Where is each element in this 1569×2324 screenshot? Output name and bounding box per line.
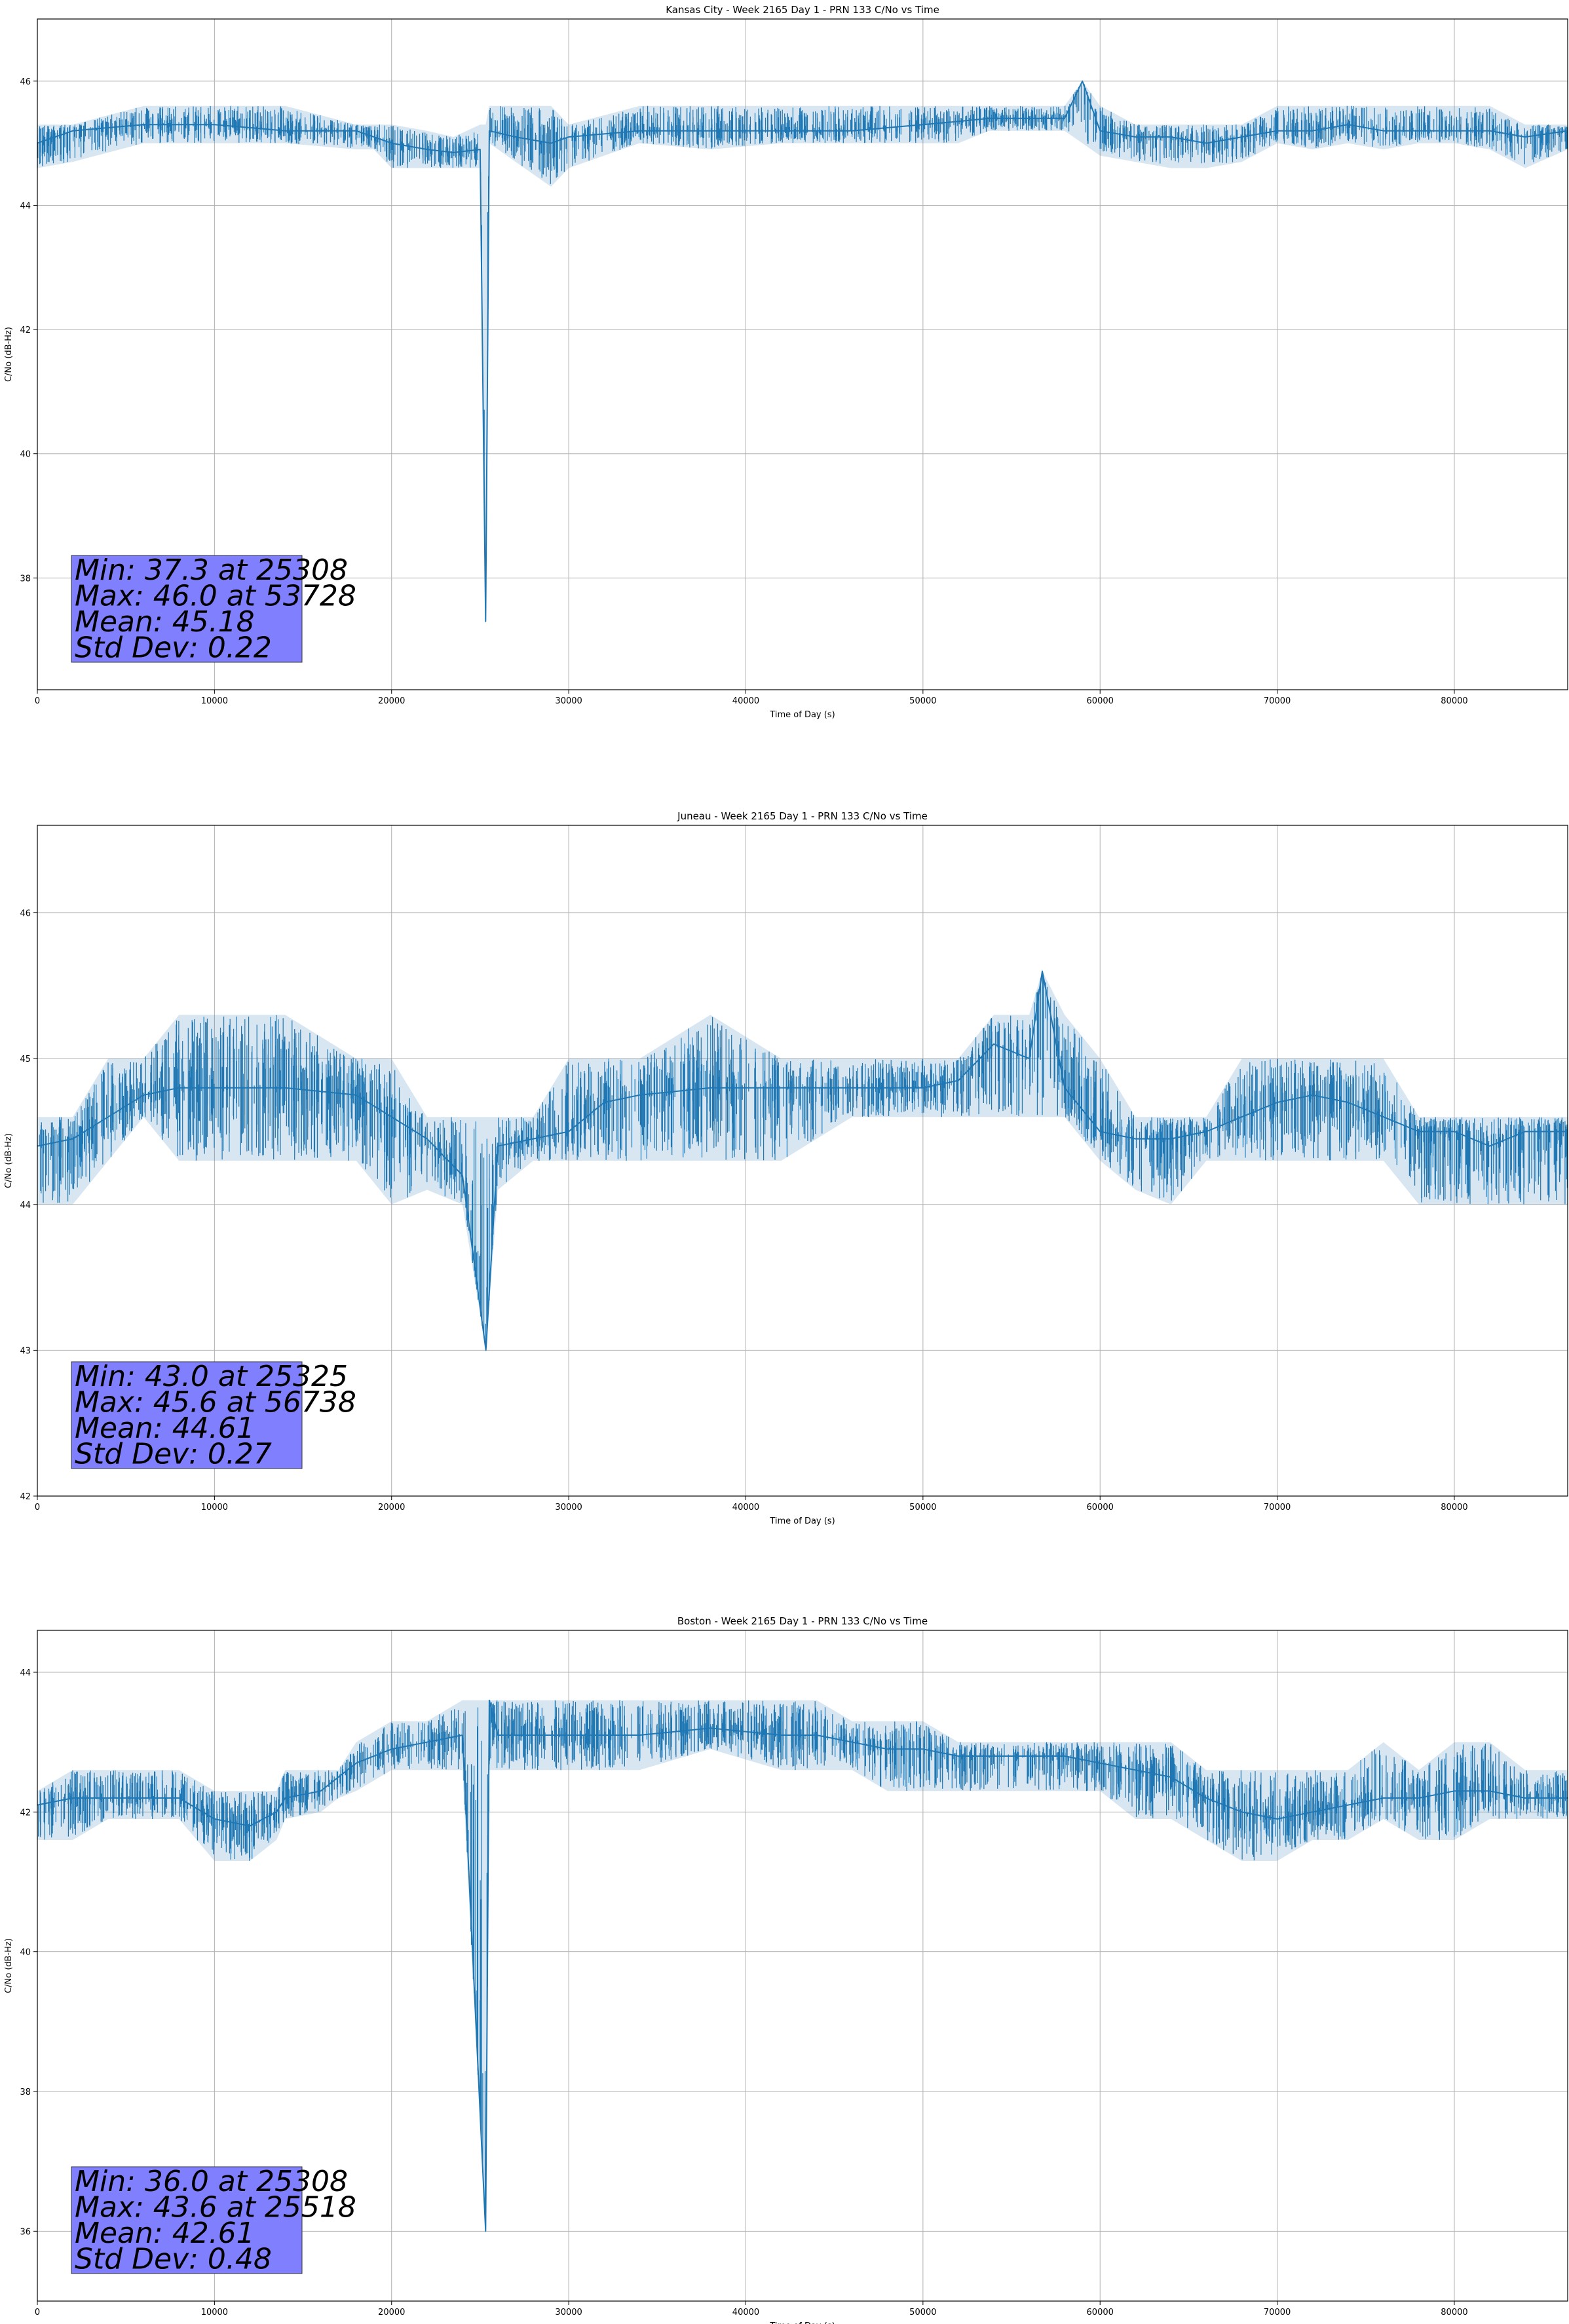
chart-panel-1: Kansas City - Week 2165 Day 1 - PRN 133 … bbox=[4, 4, 1568, 720]
x-tick-label: 70000 bbox=[1264, 1503, 1291, 1512]
y-axis-label: C/No (dB-Hz) bbox=[4, 1938, 14, 1993]
x-axis-label: Time of Day (s) bbox=[769, 2321, 835, 2324]
series-band bbox=[37, 81, 1568, 622]
y-tick-label: 42 bbox=[20, 1492, 31, 1502]
y-tick-label: 38 bbox=[20, 574, 31, 584]
series-trace bbox=[37, 970, 1568, 1351]
x-tick-label: 60000 bbox=[1087, 1503, 1114, 1512]
stats-line: Max: 46.0 at 53728 bbox=[75, 580, 356, 613]
y-tick-label: 38 bbox=[20, 2088, 31, 2097]
chart-title: Juneau - Week 2165 Day 1 - PRN 133 C/No … bbox=[677, 810, 928, 822]
x-tick-label: 40000 bbox=[732, 2308, 759, 2317]
x-tick-label: 30000 bbox=[555, 2308, 582, 2317]
chart-panel-3: Boston - Week 2165 Day 1 - PRN 133 C/No … bbox=[4, 1615, 1568, 2324]
series-band bbox=[37, 971, 1568, 1351]
stats-line: Mean: 42.61 bbox=[75, 2217, 255, 2250]
series-trace bbox=[37, 80, 1568, 622]
axes-frame bbox=[37, 825, 1568, 1497]
chart-panel-2: Juneau - Week 2165 Day 1 - PRN 133 C/No … bbox=[4, 810, 1568, 1526]
x-tick-label: 70000 bbox=[1264, 2308, 1291, 2317]
stats-line: Mean: 44.61 bbox=[75, 1412, 255, 1445]
x-tick-label: 0 bbox=[35, 696, 40, 706]
y-tick-label: 45 bbox=[20, 1055, 31, 1064]
chart-title: Kansas City - Week 2165 Day 1 - PRN 133 … bbox=[666, 4, 939, 16]
stats-line: Std Dev: 0.22 bbox=[75, 631, 272, 665]
x-tick-label: 0 bbox=[35, 2308, 40, 2317]
series-noise bbox=[37, 83, 1568, 511]
stats-line: Mean: 45.18 bbox=[75, 605, 255, 639]
y-tick-label: 44 bbox=[20, 1668, 31, 1678]
y-tick-label: 46 bbox=[20, 77, 31, 87]
y-tick-label: 42 bbox=[20, 1808, 31, 1818]
x-tick-label: 10000 bbox=[201, 1503, 228, 1512]
series-line bbox=[37, 970, 1568, 1351]
x-tick-label: 50000 bbox=[909, 2308, 936, 2317]
y-tick-label: 44 bbox=[20, 1201, 31, 1210]
stats-line: Max: 45.6 at 56738 bbox=[75, 1386, 356, 1419]
stats-line: Min: 43.0 at 25325 bbox=[75, 1360, 348, 1393]
y-axis-label: C/No (dB-Hz) bbox=[4, 327, 14, 382]
x-tick-label: 80000 bbox=[1441, 696, 1467, 706]
x-tick-label: 70000 bbox=[1264, 696, 1291, 706]
stats-line: Min: 36.0 at 25308 bbox=[75, 2165, 348, 2198]
x-axis-label: Time of Day (s) bbox=[769, 1516, 835, 1526]
y-tick-label: 36 bbox=[20, 2227, 31, 2237]
y-tick-label: 40 bbox=[20, 450, 31, 460]
stats-box bbox=[71, 2166, 303, 2274]
stats-box bbox=[71, 1361, 303, 1469]
stats-line: Min: 37.3 at 25308 bbox=[75, 553, 348, 587]
x-tick-label: 20000 bbox=[378, 696, 405, 706]
x-tick-label: 20000 bbox=[378, 1503, 405, 1512]
y-tick-label: 46 bbox=[20, 909, 31, 919]
x-tick-label: 10000 bbox=[201, 2308, 228, 2317]
x-tick-label: 60000 bbox=[1087, 696, 1114, 706]
y-tick-label: 40 bbox=[20, 1948, 31, 1958]
stats-box bbox=[71, 555, 303, 663]
x-tick-label: 10000 bbox=[201, 696, 228, 706]
x-axis-label: Time of Day (s) bbox=[769, 710, 835, 720]
series-noise bbox=[39, 971, 1568, 1349]
x-tick-label: 40000 bbox=[732, 696, 759, 706]
x-tick-label: 80000 bbox=[1441, 2308, 1467, 2317]
y-tick-label: 44 bbox=[20, 201, 31, 211]
y-tick-label: 43 bbox=[20, 1346, 31, 1356]
axes-frame bbox=[37, 1630, 1568, 2302]
x-tick-label: 0 bbox=[35, 1503, 40, 1512]
y-tick-label: 42 bbox=[20, 326, 31, 335]
series-line bbox=[37, 80, 1568, 622]
stats-line: Std Dev: 0.27 bbox=[75, 1438, 272, 1471]
series-trace bbox=[37, 1699, 1568, 2232]
series-line bbox=[37, 1699, 1568, 2232]
x-tick-label: 30000 bbox=[555, 1503, 582, 1512]
x-tick-label: 80000 bbox=[1441, 1503, 1467, 1512]
x-tick-label: 60000 bbox=[1087, 2308, 1114, 2317]
stats-line: Std Dev: 0.48 bbox=[75, 2243, 272, 2276]
series-band bbox=[37, 1700, 1568, 2232]
stats-line: Max: 43.6 at 25518 bbox=[75, 2191, 356, 2224]
y-axis-label: C/No (dB-Hz) bbox=[4, 1133, 14, 1188]
chart-title: Boston - Week 2165 Day 1 - PRN 133 C/No … bbox=[677, 1615, 928, 1627]
x-tick-label: 50000 bbox=[909, 1503, 936, 1512]
x-tick-label: 40000 bbox=[732, 1503, 759, 1512]
x-tick-label: 50000 bbox=[909, 696, 936, 706]
axes-frame bbox=[37, 18, 1568, 690]
x-tick-label: 30000 bbox=[555, 696, 582, 706]
x-tick-label: 20000 bbox=[378, 2308, 405, 2317]
